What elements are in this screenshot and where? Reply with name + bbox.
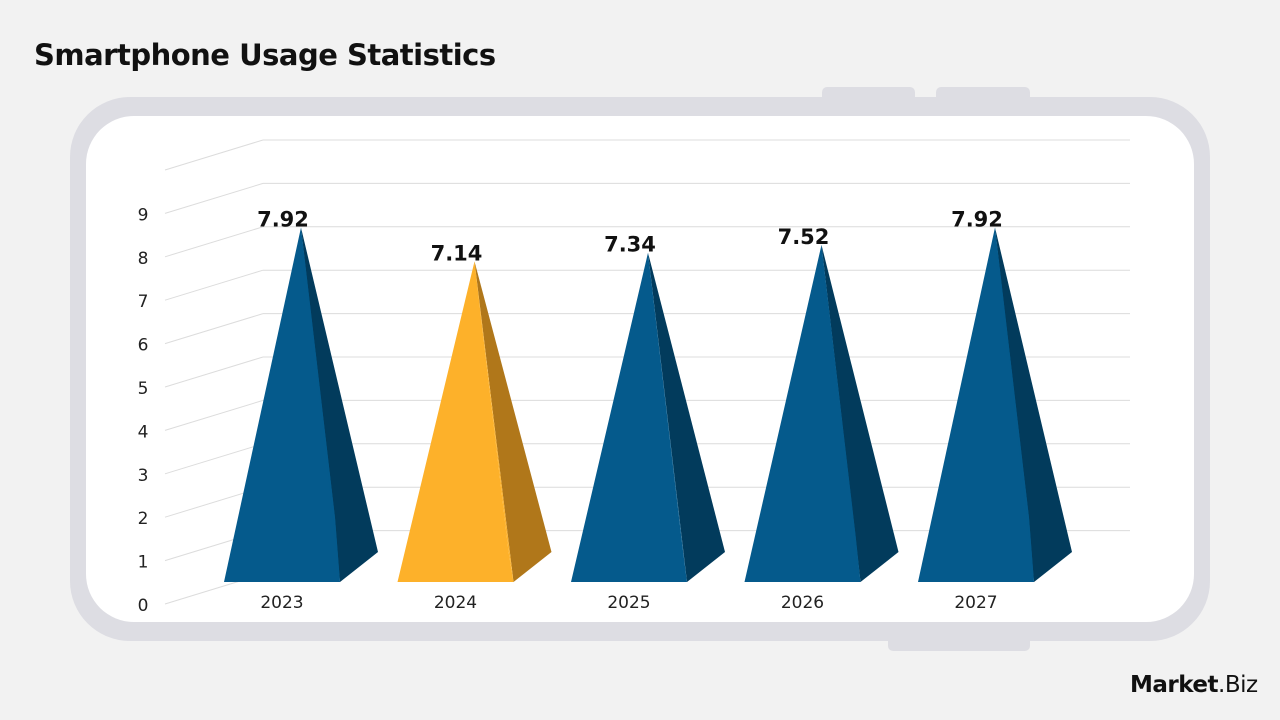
y-tick-label: 0: [138, 596, 149, 616]
x-tick-label: 2023: [260, 593, 303, 613]
pyramid-side: [474, 261, 552, 582]
gridline-diagonal: [164, 443, 264, 475]
x-tick-label: 2025: [607, 593, 650, 613]
gridline-diagonal: [164, 399, 264, 431]
y-tick-label: 7: [138, 292, 149, 312]
pyramid-side: [821, 244, 899, 582]
pyramid-face: [821, 244, 861, 582]
x-tick-label: 2024: [434, 593, 477, 613]
gridline-diagonal: [164, 226, 264, 258]
data-label: 7.34: [604, 233, 656, 257]
pyramid-side: [648, 252, 725, 582]
data-label: 7.92: [951, 207, 1003, 231]
marketbiz-logo: Market.Biz: [1130, 672, 1258, 698]
y-tick-label: 2: [138, 509, 149, 529]
y-tick-label: 1: [138, 553, 149, 573]
pyramid-face: [648, 252, 687, 582]
gridline-diagonal: [164, 182, 264, 214]
gridline-diagonal: [164, 269, 264, 301]
x-tick-label: 2027: [954, 593, 997, 613]
pyramid-face: [474, 261, 514, 582]
pyramid-face: [301, 227, 340, 583]
data-label: 7.52: [778, 225, 830, 249]
pyramid-bar: [744, 244, 861, 582]
data-label: 7.14: [431, 241, 483, 265]
chart-title: Smartphone Usage Statistics: [34, 38, 496, 72]
y-tick-label: 9: [138, 205, 149, 225]
y-tick-label: 8: [138, 249, 149, 269]
y-tick-label: 6: [138, 336, 149, 356]
y-tick-label: 4: [138, 422, 149, 442]
y-tick-label: 3: [138, 466, 149, 486]
data-label: 7.92: [257, 207, 309, 231]
pyramid-side: [995, 227, 1072, 583]
gridline-diagonal: [164, 313, 264, 345]
y-tick-label: 5: [138, 379, 149, 399]
pyramid-side: [301, 227, 378, 583]
pyramid-bar: [397, 261, 514, 582]
pyramid-bar: [571, 252, 687, 582]
x-tick-label: 2026: [781, 593, 824, 613]
gridline-diagonal: [164, 356, 264, 388]
gridline-diagonal: [164, 139, 264, 171]
pyramid-face: [995, 227, 1034, 583]
